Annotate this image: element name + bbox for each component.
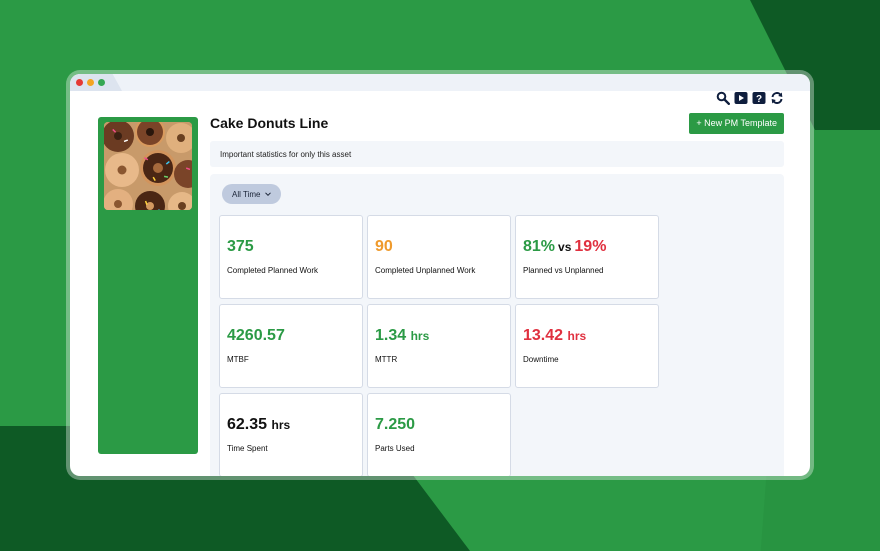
stat-card-mttr[interactable]: 1.34 hrs MTTR (367, 304, 511, 388)
refresh-icon[interactable] (770, 91, 784, 105)
stat-value: 375 (227, 238, 254, 255)
help-icon[interactable]: ? (752, 91, 766, 105)
asset-photo-donuts (104, 122, 192, 210)
stat-card-time-spent[interactable]: 62.35 hrs Time Spent (219, 393, 363, 476)
svg-text:?: ? (756, 94, 762, 105)
stat-value: 4260.57 (227, 327, 285, 344)
stat-value: 7.250 (375, 416, 416, 433)
stat-unit: hrs (410, 329, 430, 343)
stat-label: Time Spent (227, 444, 268, 453)
stat-value: 81% vs 19% (523, 238, 606, 256)
maximize-window-dot[interactable] (98, 79, 105, 86)
stat-unit: hrs (271, 418, 291, 432)
stat-label: Completed Planned Work (227, 266, 319, 275)
stat-label: Completed Unplanned Work (375, 266, 476, 275)
planned-percent: 81% (523, 238, 556, 255)
minimize-window-dot[interactable] (87, 79, 94, 86)
info-banner: Important statistics for only this asset (210, 141, 784, 167)
new-pm-template-button[interactable]: + New PM Template (689, 113, 784, 134)
unplanned-percent: 19% (574, 238, 607, 255)
statistics-panel: All Time 375 Completed Planned Work 90 C… (210, 174, 784, 476)
close-window-dot[interactable] (76, 79, 83, 86)
play-icon[interactable] (734, 91, 748, 105)
stat-number: 13.42 (523, 327, 564, 344)
search-icon[interactable] (716, 91, 730, 105)
stat-card-completed-unplanned[interactable]: 90 Completed Unplanned Work (367, 215, 511, 299)
stat-label: MTTR (375, 355, 398, 364)
stat-card-completed-planned[interactable]: 375 Completed Planned Work (219, 215, 363, 299)
stat-label: Planned vs Unplanned (523, 266, 604, 275)
stat-value: 90 (375, 238, 393, 255)
stat-value: 62.35 hrs (227, 416, 290, 434)
stat-value: 1.34 hrs (375, 327, 429, 345)
page-title: Cake Donuts Line (210, 115, 329, 131)
stat-card-mtbf[interactable]: 4260.57 MTBF (219, 304, 363, 388)
stat-number: 62.35 (227, 416, 268, 433)
asset-sidebar (98, 117, 198, 454)
stat-card-planned-vs-unplanned[interactable]: 81% vs 19% Planned vs Unplanned (515, 215, 659, 299)
stat-unit: hrs (567, 329, 587, 343)
stat-number: 1.34 (375, 327, 407, 344)
time-range-selected: All Time (232, 189, 261, 199)
vs-separator: vs (558, 240, 572, 254)
time-range-dropdown[interactable]: All Time (222, 184, 282, 204)
stat-card-downtime[interactable]: 13.42 hrs Downtime (515, 304, 659, 388)
stat-value: 13.42 hrs (523, 327, 586, 345)
stat-card-parts-used[interactable]: 7.250 Parts Used (367, 393, 511, 476)
chevron-down-icon (265, 192, 272, 197)
window-titlebar (70, 74, 810, 91)
stat-label: Downtime (523, 355, 559, 364)
toolbar-icons: ? (716, 91, 784, 105)
stat-label: MTBF (227, 355, 249, 364)
browser-window: ? (70, 74, 810, 476)
browser-tab[interactable] (70, 74, 122, 91)
stat-label: Parts Used (375, 444, 415, 453)
